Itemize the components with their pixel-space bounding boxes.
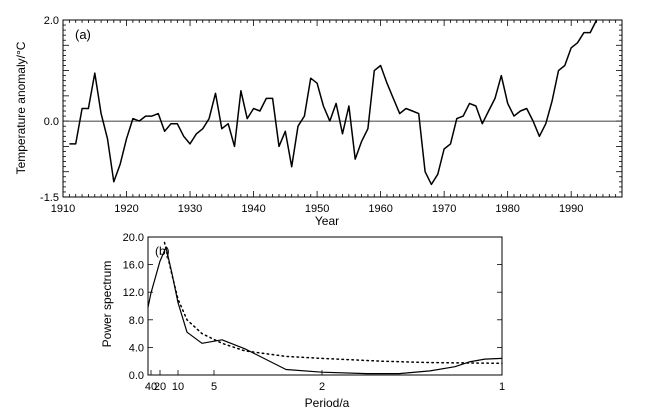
fitted-spectrum-dotted-line [163,241,503,365]
x-axis-label-a: Year [315,214,339,228]
panel-label-a: (a) [75,27,91,42]
x-tick-label-a: 1910 [51,203,75,215]
y-axis-label-a: Temperature anomaly/°C [14,41,28,174]
y-tick-label-a: -1.5 [40,192,59,204]
y-tick-label-b: 8.0 [129,315,144,327]
x-tick-label-b: 1 [499,381,505,393]
x-tick-label-a: 1920 [114,203,138,215]
x-axis-label-b: Period/a [305,396,350,410]
x-tick-label-b: 2 [319,381,325,393]
x-tick-label-a: 1980 [495,203,519,215]
x-tick-label-a: 1970 [432,203,456,215]
x-tick-label-a: 1950 [305,203,329,215]
x-tick-label-a: 1960 [368,203,392,215]
y-tick-label-b: 0.0 [129,370,144,382]
panel-label-b: (b) [155,244,170,258]
x-tick-label-b: 5 [211,381,217,393]
y-tick-label-b: 12.0 [123,287,144,299]
plot-frame-b [147,236,503,376]
x-tick-label-b: 10 [172,381,184,393]
y-tick-label-b: 16.0 [123,260,144,272]
power-spectrum-series-line [147,246,503,375]
x-tick-label-b: 40 [145,381,157,393]
temperature-series-line [69,19,598,186]
temperature-anomaly-chart: 1910 1920 1930 1940 1950 1960 1970 1980 1990 2.0… [14,15,623,228]
x-tick-label-a: 1940 [241,203,265,215]
x-tick-label-a: 1930 [178,203,202,215]
plot-frame-a [62,19,623,198]
y-tick-label-b: 20.0 [123,232,144,244]
y-tick-label-a: 0.0 [44,116,59,128]
x-tick-label-b: 20 [154,381,166,393]
y-tick-label-b: 4.0 [129,342,144,354]
y-tick-label-a: 2.0 [44,15,59,27]
y-axis-label-b: Power spectrum [100,261,114,348]
x-tick-label-a: 1990 [559,203,583,215]
